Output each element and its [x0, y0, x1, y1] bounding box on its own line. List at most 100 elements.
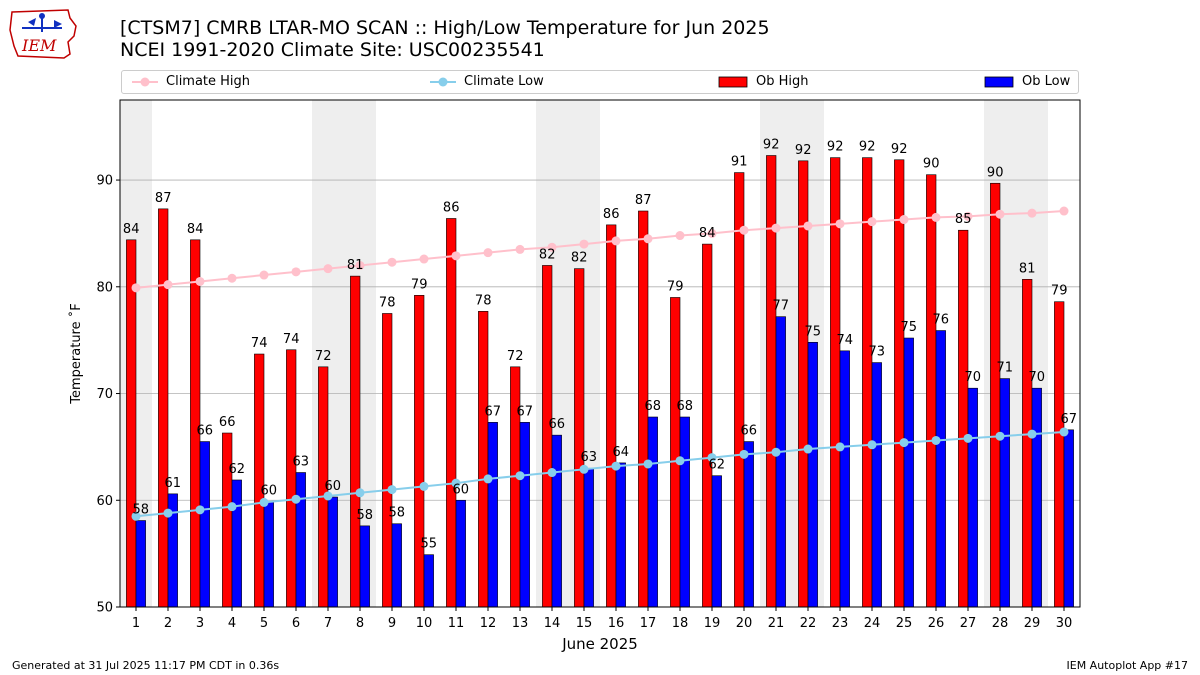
ob-high-bar-30	[1054, 301, 1065, 608]
ob-low-label-15: 63	[581, 450, 598, 465]
x-tick-label-13: 13	[512, 616, 529, 631]
climate-low-line	[135, 430, 1065, 518]
ob-low-bar-16	[615, 462, 626, 608]
ob-high-label-25: 92	[891, 142, 908, 157]
ob-low-label-27: 70	[965, 370, 982, 385]
climate-low-point-13	[515, 471, 525, 481]
ob-high-bar-11	[446, 218, 457, 608]
climate-high-point-17	[643, 234, 653, 244]
ob-high-label-24: 92	[859, 140, 876, 155]
ob-high-bar-12	[478, 311, 489, 608]
ob-low-bar-3	[199, 441, 210, 608]
x-tick-label-5: 5	[260, 616, 268, 631]
climate-high-point-29	[1027, 208, 1037, 218]
ob-low-label-25: 75	[901, 320, 918, 335]
ob-high-bar-1	[126, 239, 137, 608]
climate-low-point-6	[291, 494, 301, 504]
ob-high-label-9: 78	[379, 295, 396, 310]
ob-high-bar-9	[382, 313, 393, 608]
logo-text: IEM	[21, 36, 57, 55]
climate-low-point-20	[739, 449, 749, 459]
ob-high-label-30: 79	[1051, 284, 1068, 299]
ob-low-bar-20	[743, 441, 754, 608]
iem-logo: IEM	[9, 9, 77, 59]
chart-title: [CTSM7] CMRB LTAR-MO SCAN :: High/Low Te…	[120, 17, 770, 61]
ob-low-bar-26	[935, 330, 946, 608]
legend-climate-high-label: Climate High	[166, 74, 251, 89]
climate-high-point-2	[163, 280, 173, 290]
x-tick-label-25: 25	[896, 616, 913, 631]
climate-high-point-14	[547, 242, 557, 252]
ob-high-bar-29	[1022, 279, 1033, 608]
ob-high-label-15: 82	[571, 251, 588, 266]
ob-low-label-12: 67	[485, 404, 502, 419]
ob-low-bar-14	[551, 434, 562, 608]
x-tick-label-27: 27	[960, 616, 977, 631]
climate-high-point-10	[419, 254, 429, 264]
ob-low-label-4: 62	[229, 462, 246, 477]
x-tick-label-23: 23	[832, 616, 849, 631]
climate-low-point-16	[611, 461, 621, 471]
climate-high-point-15	[579, 239, 589, 249]
ob-high-bar-26	[926, 174, 937, 608]
ob-high-label-5: 74	[251, 336, 268, 351]
climate-low-point-29	[1027, 429, 1037, 439]
climate-low-point-27	[963, 433, 973, 443]
legend-ob-high: Ob High	[718, 74, 809, 90]
ob-low-label-29: 70	[1029, 370, 1046, 385]
ob-low-bar-25	[903, 337, 914, 608]
x-tick-label-22: 22	[800, 616, 817, 631]
ob-high-label-17: 87	[635, 193, 652, 208]
climate-high-point-1	[131, 283, 141, 293]
climate-high-point-30	[1059, 206, 1069, 216]
climate-low-point-8	[355, 488, 365, 498]
ob-low-bar-30	[1063, 429, 1074, 608]
ob-low-bar-8	[359, 525, 370, 608]
y-tick-label-70: 70	[96, 387, 113, 402]
climate-high-point-8	[355, 260, 365, 270]
climate-high-point-26	[931, 212, 941, 222]
ob-low-label-21: 77	[773, 299, 790, 314]
ob-low-bar-11	[455, 499, 466, 608]
climate-high-point-9	[387, 257, 397, 267]
ob-low-label-18: 68	[677, 399, 694, 414]
x-tick-label-28: 28	[992, 616, 1009, 631]
climate-high-point-20	[739, 225, 749, 235]
climate-low-point-11	[451, 478, 461, 488]
climate-high-point-7	[323, 264, 333, 274]
x-tick-label-26: 26	[928, 616, 945, 631]
climate-low-point-14	[547, 468, 557, 478]
ob-low-bar-21	[775, 316, 786, 608]
ob-high-label-26: 90	[923, 157, 940, 172]
ob-high-bar-2	[158, 208, 169, 608]
climate-high-point-19	[707, 228, 717, 238]
x-tick-label-18: 18	[672, 616, 689, 631]
ob-low-label-3: 66	[197, 424, 214, 439]
ob-low-label-23: 74	[837, 333, 854, 348]
x-tick-label-9: 9	[388, 616, 396, 631]
climate-high-line	[135, 210, 1065, 289]
climate-low-point-19	[707, 453, 717, 463]
ob-low-label-24: 73	[869, 345, 886, 360]
y-tick-label-60: 60	[96, 494, 113, 509]
legend-ob-high-label: Ob High	[756, 74, 809, 89]
ob-low-bar-15	[583, 467, 594, 608]
climate-high-point-5	[259, 270, 269, 280]
ob-high-label-7: 72	[315, 349, 332, 364]
app-label: IEM Autoplot App #17	[1066, 659, 1189, 672]
x-tick-label-20: 20	[736, 616, 753, 631]
climate-high-line-icon	[132, 77, 158, 86]
ob-high-bar-27	[958, 229, 969, 608]
ob-low-label-6: 63	[293, 455, 310, 470]
ob-high-label-29: 81	[1019, 261, 1036, 276]
climate-high-point-27	[963, 211, 973, 221]
ob-high-label-10: 79	[411, 277, 428, 292]
ob-low-label-10: 55	[421, 537, 438, 552]
x-tick-label-15: 15	[576, 616, 593, 631]
climate-high-point-24	[867, 217, 877, 227]
ob-high-bar-14	[542, 265, 553, 608]
ob-high-bar-28	[990, 182, 1001, 608]
ob-low-label-26: 76	[933, 313, 950, 328]
climate-low-point-22	[803, 444, 813, 454]
ob-low-label-14: 66	[549, 417, 566, 432]
